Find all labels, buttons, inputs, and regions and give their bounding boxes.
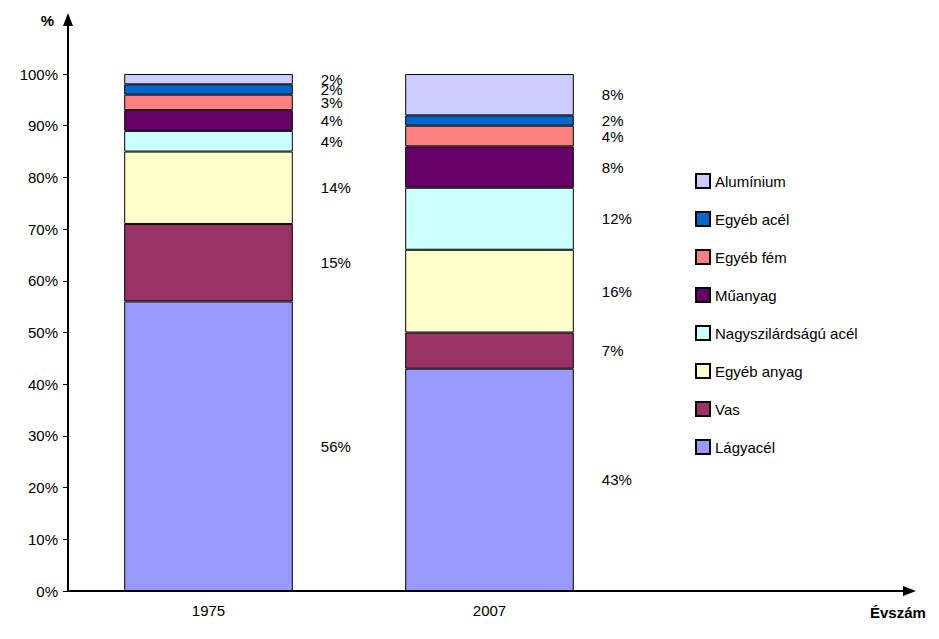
svg-text:7%: 7% (602, 342, 624, 359)
svg-text:8%: 8% (602, 159, 624, 176)
svg-text:Lágyacél: Lágyacél (715, 439, 775, 456)
svg-text:20%: 20% (28, 479, 58, 496)
svg-text:Egyéb anyag: Egyéb anyag (715, 363, 803, 380)
svg-text:Vas: Vas (715, 401, 740, 418)
svg-text:Nagyszilárdságú acél: Nagyszilárdságú acél (715, 325, 858, 342)
svg-text:50%: 50% (28, 324, 58, 341)
svg-text:90%: 90% (28, 117, 58, 134)
svg-text:100%: 100% (20, 66, 58, 83)
svg-text:60%: 60% (28, 272, 58, 289)
svg-text:43%: 43% (602, 471, 632, 488)
svg-text:4%: 4% (321, 112, 343, 129)
svg-text:4%: 4% (602, 128, 624, 145)
svg-text:Alumínium: Alumínium (715, 173, 786, 190)
svg-text:Műanyag: Műanyag (715, 287, 777, 304)
svg-text:70%: 70% (28, 221, 58, 238)
svg-text:4%: 4% (321, 133, 343, 150)
svg-text:15%: 15% (321, 254, 351, 271)
svg-text:Egyéb acél: Egyéb acél (715, 211, 789, 228)
svg-text:%: % (41, 12, 54, 29)
svg-text:3%: 3% (320, 93, 343, 111)
svg-text:30%: 30% (28, 427, 58, 444)
svg-text:Egyéb fém: Egyéb fém (715, 249, 787, 266)
svg-text:2%: 2% (320, 81, 343, 98)
svg-text:8%: 8% (602, 86, 624, 103)
svg-text:56%: 56% (321, 438, 351, 455)
svg-text:2%: 2% (321, 71, 343, 88)
svg-text:40%: 40% (28, 376, 58, 393)
svg-text:12%: 12% (602, 210, 632, 227)
svg-text:0%: 0% (36, 583, 58, 600)
svg-text:2007: 2007 (473, 602, 506, 619)
svg-text:14%: 14% (321, 179, 351, 196)
svg-text:10%: 10% (28, 531, 58, 548)
svg-text:80%: 80% (28, 169, 58, 186)
svg-text:1975: 1975 (192, 602, 225, 619)
svg-text:2%: 2% (602, 112, 624, 129)
svg-text:16%: 16% (602, 283, 632, 300)
svg-text:Évszám: Évszám (870, 604, 926, 621)
